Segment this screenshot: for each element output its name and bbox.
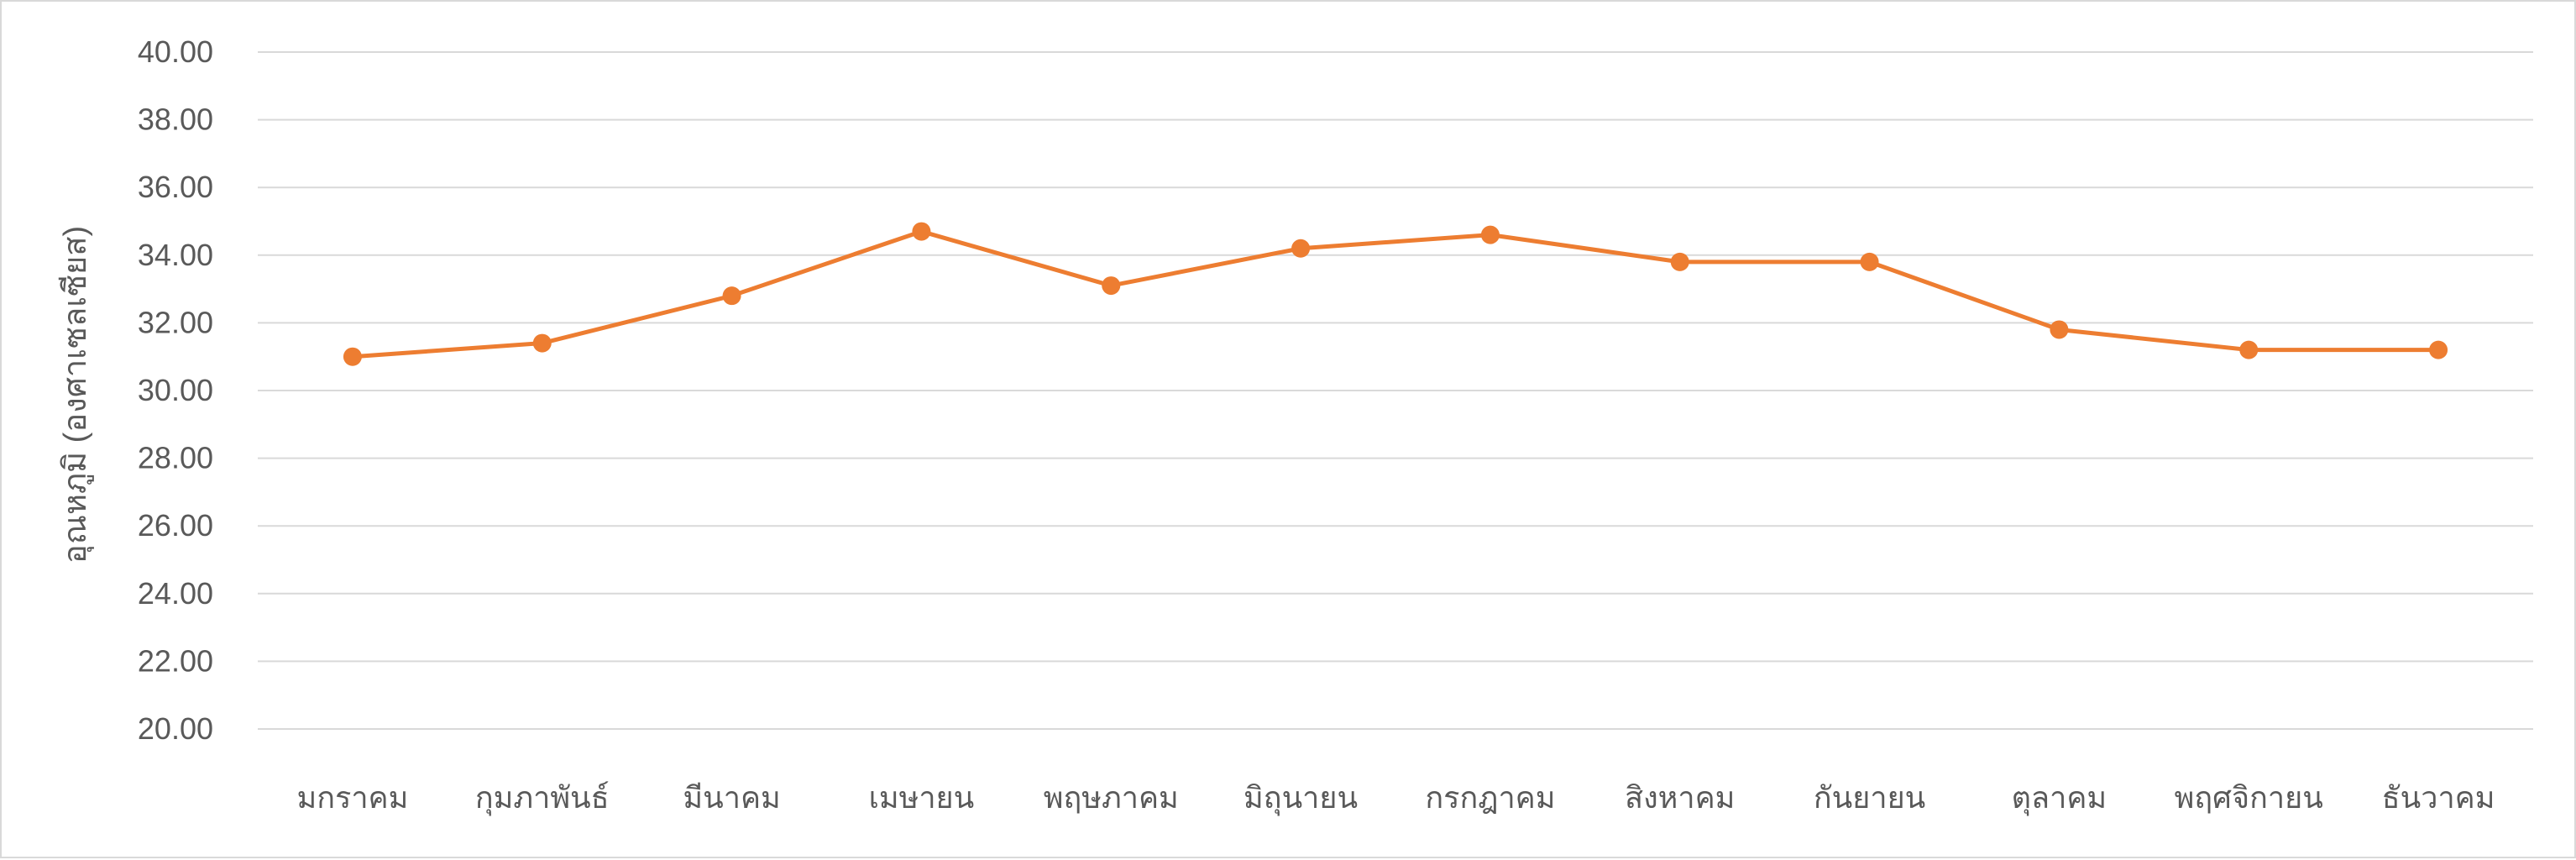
data-point [1861,253,1879,271]
x-tick-label: พฤษภาคม [1044,780,1179,815]
data-point [1671,253,1689,271]
y-tick-label: 34.00 [138,238,213,272]
y-tick-label: 26.00 [138,508,213,543]
data-point [2050,320,2068,338]
y-tick-label: 28.00 [138,441,213,475]
y-tick-label: 38.00 [138,102,213,137]
data-point [2239,341,2258,359]
data-point [343,348,362,366]
y-tick-label: 20.00 [138,711,213,746]
y-tick-label: 22.00 [138,643,213,678]
x-tick-label: พฤศจิกายน [2175,780,2323,815]
x-tick-label: มีนาคม [683,780,780,815]
y-tick-label: 40.00 [138,34,213,69]
data-point [1291,239,1310,258]
y-axis-ticks: 20.00 22.00 24.00 26.00 28.00 30.00 32.00 34.00… [138,34,213,746]
data-point [723,286,741,305]
y-axis-title: อุณหภูมิ (องศาเซลเซียส) [58,226,94,564]
y-tick-label: 32.00 [138,305,213,339]
y-tick-label: 30.00 [138,373,213,407]
data-point [912,223,930,241]
x-tick-label: ตุลาคม [2012,780,2107,816]
data-point [2429,341,2448,359]
data-point [533,334,552,353]
x-tick-label: มิถุนายน [1243,780,1358,816]
y-tick-label: 36.00 [138,170,213,204]
data-point [1481,226,1500,244]
series-layer [343,223,2448,366]
data-point [1102,276,1120,295]
x-tick-label: ธันวาคม [2382,780,2495,815]
x-axis-ticks: มกราคม กุมภาพันธ์ มีนาคม เมษายน พฤษภาคม มิถุน… [296,780,2495,816]
x-tick-label: เมษายน [869,780,975,815]
x-tick-label: กันยายน [1814,780,1925,815]
x-tick-label: สิงหาคม [1625,780,1735,815]
x-tick-label: กรกฎาคม [1425,780,1555,815]
y-tick-label: 24.00 [138,576,213,611]
series-line [353,232,2438,357]
x-tick-label: กุมภาพันธ์ [475,780,610,816]
x-tick-label: มกราคม [296,780,408,815]
gridlines [258,52,2533,729]
